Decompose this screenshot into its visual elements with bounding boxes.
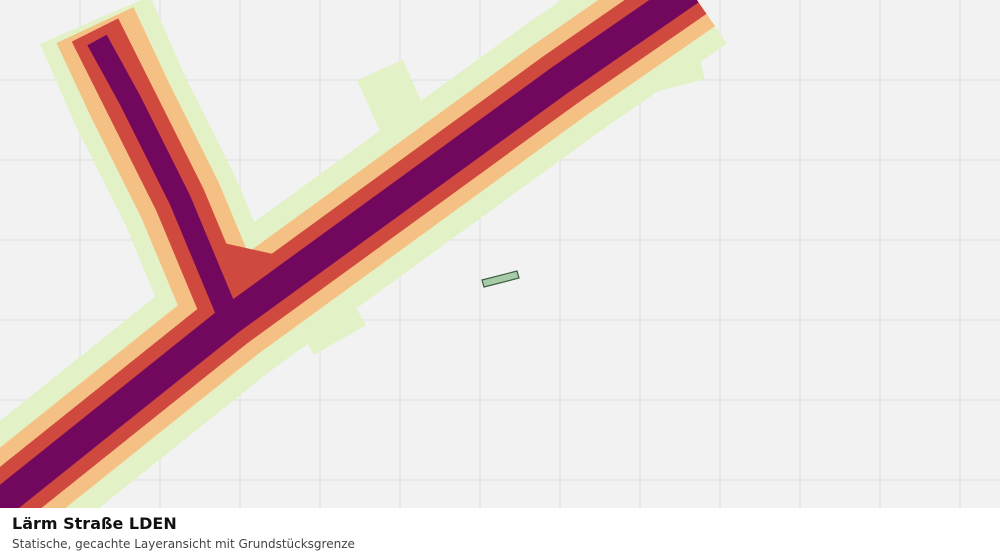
map bbox=[0, 0, 1000, 508]
band-very-high bbox=[0, 0, 699, 508]
layer-title: Lärm Straße LDEN bbox=[12, 514, 177, 533]
layer-subtitle: Statische, gecachte Layeransicht mit Gru… bbox=[12, 537, 355, 551]
noise-bands bbox=[0, 0, 727, 508]
parcel-boundary bbox=[481, 270, 520, 288]
legend-panel: Lärm Straße LDEN Statische, gecachte Lay… bbox=[0, 508, 1000, 560]
